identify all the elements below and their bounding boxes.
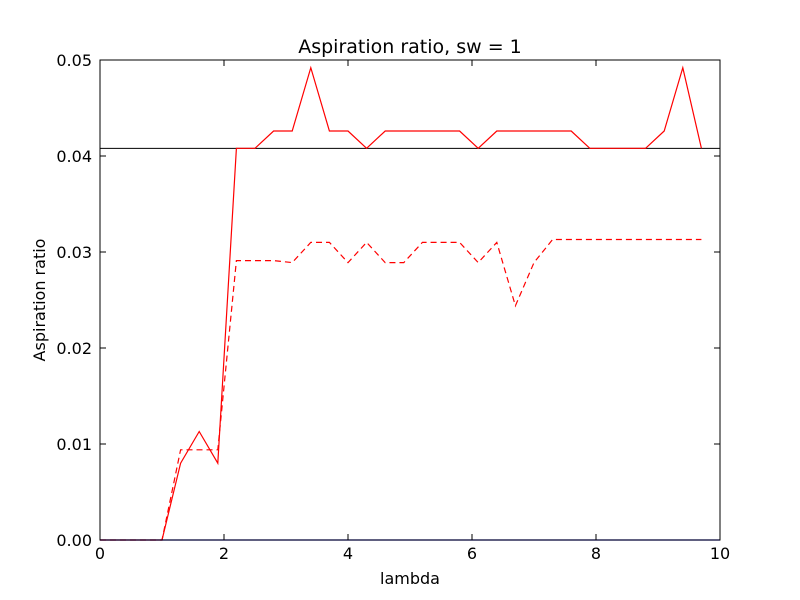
y-tick-label: 0.03 xyxy=(56,243,92,262)
y-axis-label: Aspiration ratio xyxy=(30,239,49,362)
y-tick-label: 0.02 xyxy=(56,339,92,358)
series-line-0 xyxy=(100,65,702,541)
x-tick-label: 8 xyxy=(591,544,601,563)
plot-frame xyxy=(99,59,721,541)
y-tick-label: 0.04 xyxy=(56,147,92,166)
series-layer xyxy=(100,65,720,541)
x-tick-label: 6 xyxy=(467,544,477,563)
x-tick-label: 0 xyxy=(95,544,105,563)
y-tick-label: 0.01 xyxy=(56,435,92,454)
series-line-1 xyxy=(100,238,702,541)
x-tick-label: 2 xyxy=(219,544,229,563)
y-tick-label: 0.00 xyxy=(56,531,92,550)
ticks: 0 2 4 6 8 10 0.00 0.01 0.02 0.03 0.04 0.05 xyxy=(56,51,730,563)
y-tick-label: 0.05 xyxy=(56,51,92,70)
x-tick-label: 10 xyxy=(710,544,730,563)
x-tick-label: 4 xyxy=(343,544,353,563)
chart-title: Aspiration ratio, sw = 1 xyxy=(298,36,522,58)
x-axis-label: lambda xyxy=(380,569,440,588)
